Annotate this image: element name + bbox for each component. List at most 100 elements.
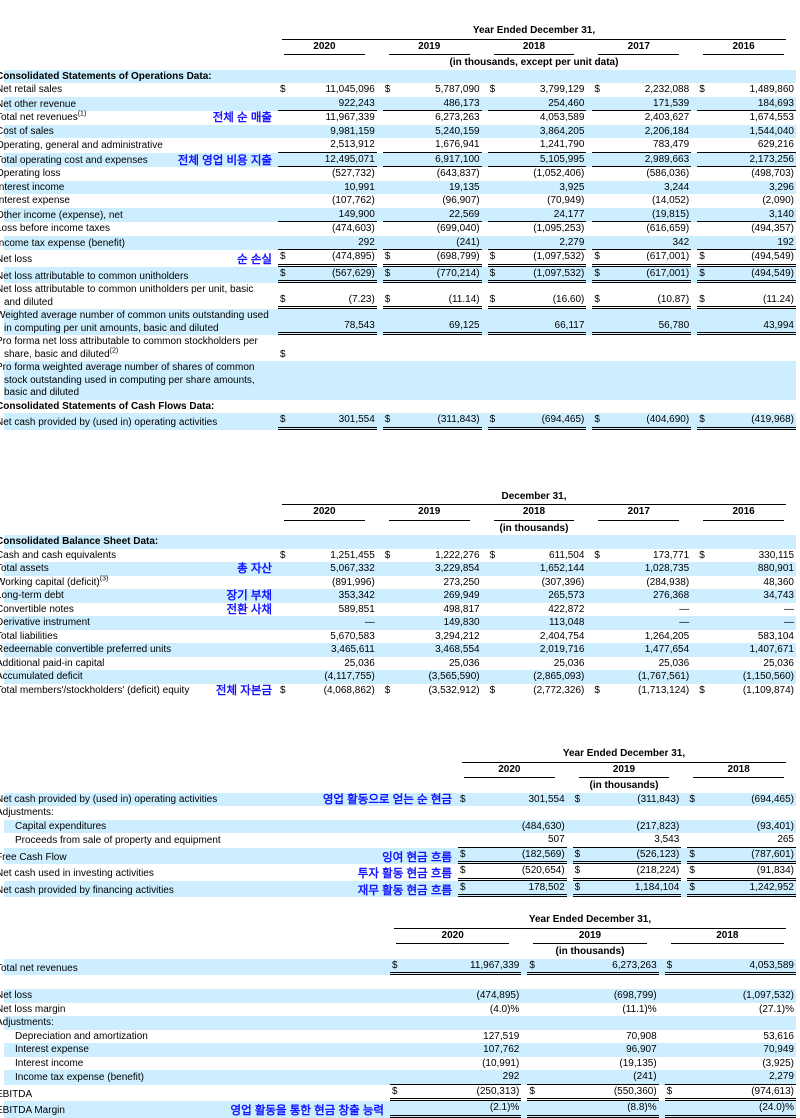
- footnote-reference: (3): [99, 575, 109, 583]
- currency-symbol: [280, 604, 290, 617]
- document-root: Year Ended December 31, 2020 2019 2018 2017 2…: [0, 24, 800, 1118]
- row-label: Income tax expense (benefit): [15, 1072, 144, 1083]
- year-column-header: 2020: [464, 764, 555, 778]
- cell-value: (616,659): [646, 223, 690, 234]
- table-row: Net loss margin (4.0)% (11.1)% (27.1)%: [0, 1003, 796, 1017]
- currency-symbol: [667, 1071, 677, 1084]
- cell-value: 3,296: [768, 181, 794, 193]
- table-row: Adjustments:: [0, 806, 796, 820]
- cell-value: (3,925): [762, 1057, 794, 1069]
- cell-value: 11,967,339: [470, 959, 520, 971]
- currency-symbol: [490, 590, 500, 603]
- cell-value: 2,232,088: [644, 84, 690, 95]
- currency-symbol: [385, 98, 395, 111]
- currency-symbol: [280, 644, 290, 657]
- table-row: Net retail sales $11,045,096 $5,787,090 $3,…: [0, 83, 796, 97]
- cell-value: (11.14): [448, 293, 480, 305]
- currency-symbol: [490, 563, 500, 576]
- currency-symbol: $: [280, 267, 286, 279]
- currency-symbol: [667, 1058, 677, 1071]
- currency-symbol: [280, 209, 290, 222]
- cell-value: 292: [502, 1071, 520, 1082]
- currency-symbol: $: [384, 684, 391, 696]
- cell-value: (643,837): [436, 168, 480, 179]
- currency-symbol: $: [699, 84, 705, 95]
- table-row: Working capital (deficit)(3) (891,996) 273…: [0, 575, 796, 590]
- row-label: Depreciation and amortization: [15, 1030, 148, 1042]
- row-label: Net loss attributable to common unithold…: [0, 270, 189, 282]
- row-label: Pro forma net loss attributable to commo…: [0, 336, 258, 360]
- cell-value: (10,991): [482, 1057, 520, 1069]
- currency-symbol: $: [574, 881, 581, 893]
- table-row: Depreciation and amortization 127,519 70,9…: [4, 1030, 796, 1044]
- cell-value: (974,613): [751, 1085, 794, 1097]
- currency-symbol: [699, 590, 709, 603]
- cell-value: 6,273,263: [435, 112, 480, 123]
- currency-symbol: $: [460, 848, 466, 860]
- cell-value: 184,693: [757, 97, 794, 109]
- cell-value: (182,569): [521, 848, 565, 860]
- currency-symbol: $: [280, 293, 286, 305]
- cell-value: 43,994: [763, 319, 794, 331]
- currency-symbol: $: [699, 414, 705, 425]
- currency-symbol: [385, 658, 395, 671]
- cell-value: 353,342: [338, 590, 375, 601]
- cell-value: 4,053,589: [539, 112, 585, 123]
- cell-value: 192: [777, 236, 794, 248]
- currency-symbol: [385, 644, 395, 657]
- currency-symbol: [594, 644, 604, 657]
- currency-symbol: [490, 209, 500, 222]
- year-column-header: 2016: [703, 41, 784, 55]
- footnote-reference: (1): [77, 110, 87, 118]
- currency-symbol: [385, 168, 395, 181]
- row-label: Redeemable convertible preferred units: [0, 644, 172, 655]
- cell-value: (1,097,532): [533, 267, 585, 279]
- currency-symbol: [594, 617, 604, 630]
- currency-symbol: $: [574, 865, 581, 876]
- cell-value: —: [784, 617, 794, 628]
- row-label: Net cash provided by (used in) operating…: [0, 793, 218, 805]
- cell-value: 292: [358, 236, 375, 248]
- currency-symbol: [594, 154, 604, 167]
- cell-value: (1,109,874): [742, 684, 794, 696]
- currency-symbol: $: [574, 793, 581, 805]
- currency-symbol: [280, 223, 290, 236]
- cell-value: (1,767,561): [638, 671, 690, 682]
- cell-value: (586,036): [646, 168, 690, 179]
- currency-symbol: [594, 112, 604, 125]
- currency-symbol: [699, 126, 709, 139]
- year-column-header: 2017: [598, 506, 680, 521]
- korean-annotation: 총 자산: [237, 563, 272, 575]
- cell-value: (567,629): [331, 267, 375, 279]
- currency-symbol: [280, 563, 290, 576]
- currency-symbol: [280, 617, 290, 630]
- currency-symbol: [280, 658, 290, 671]
- currency-symbol: $: [280, 251, 286, 262]
- currency-symbol: [575, 821, 585, 834]
- cell-value: 589,851: [338, 603, 375, 615]
- cell-value: 1,241,790: [539, 139, 585, 150]
- row-label: Convertible notes: [0, 603, 74, 615]
- year-column-header: 2020: [396, 930, 510, 944]
- currency-symbol: $: [594, 549, 600, 561]
- cell-value: 301,554: [338, 414, 375, 425]
- table-row: 잉여 현금 흐름 Free Cash Flow $ (182,569) $ (526,12…: [0, 847, 796, 864]
- cell-value: 3,140: [768, 208, 794, 220]
- cell-value: (494,357): [751, 223, 794, 234]
- table-row: Consolidated Statements of Operations Da…: [0, 69, 796, 83]
- cell-value: 254,460: [548, 97, 585, 109]
- currency-symbol: [594, 237, 604, 250]
- cell-value: 78,543: [344, 319, 375, 331]
- cell-value: 2,403,627: [644, 112, 690, 123]
- cell-value: (218,224): [636, 865, 680, 876]
- table-row: Interest expense 107,762 96,907 70,949: [4, 1043, 796, 1057]
- currency-symbol: $: [666, 1085, 673, 1097]
- table-row: 총 자산 Total assets 5,067,332 3,229,854 1,652,…: [0, 562, 796, 576]
- currency-symbol: [392, 1058, 402, 1071]
- currency-symbol: $: [489, 293, 496, 305]
- currency-symbol: [699, 563, 709, 576]
- year-column-header: 2020: [284, 41, 365, 55]
- currency-symbol: $: [489, 549, 496, 561]
- cell-value: 2,404,754: [539, 630, 585, 642]
- cell-value: (107,762): [331, 195, 375, 206]
